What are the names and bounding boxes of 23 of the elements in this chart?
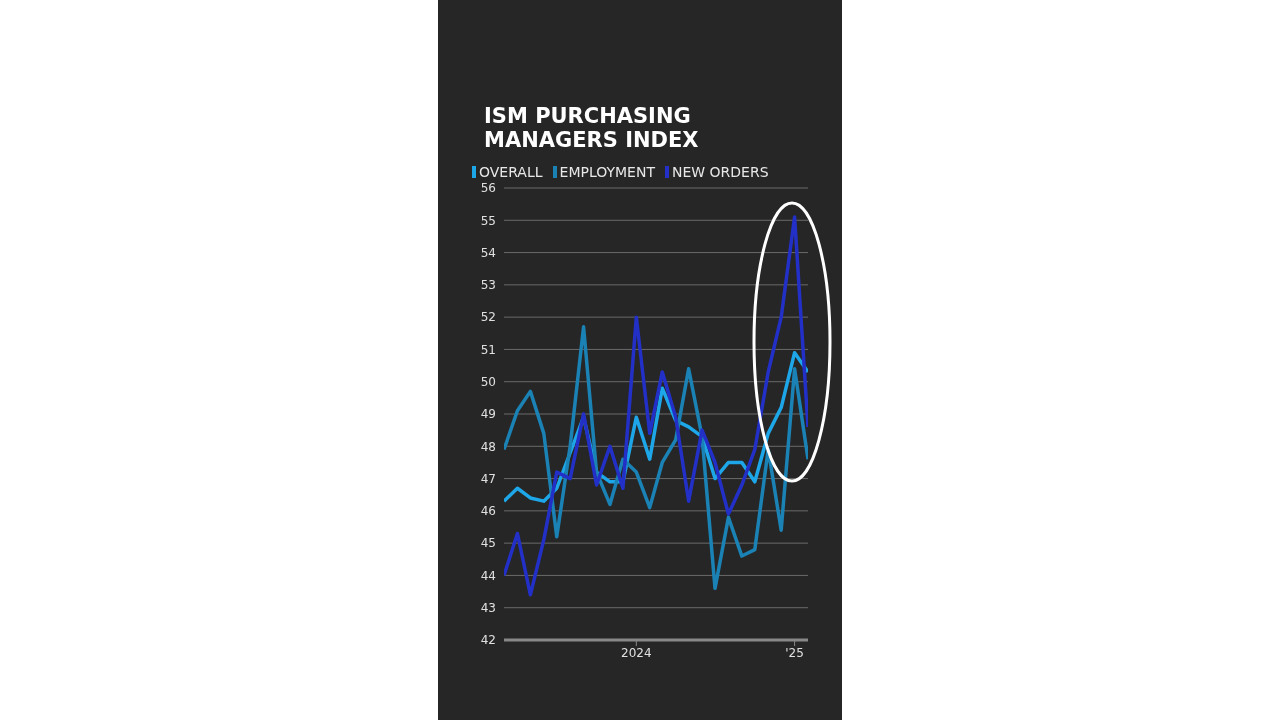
y-tick-label: 47 [480, 471, 496, 486]
y-tick-label: 44 [480, 568, 496, 583]
y-tick-label: 48 [480, 439, 496, 454]
y-tick-label: 51 [480, 342, 496, 357]
y-tick-label: 49 [480, 407, 496, 422]
y-tick-label: 52 [480, 310, 496, 325]
line-series [504, 325, 808, 591]
y-tick-label: 55 [480, 213, 496, 228]
y-tick-label: 54 [480, 245, 496, 260]
y-tick-label: 53 [480, 278, 496, 293]
y-tick-label: 45 [480, 536, 496, 551]
legend-label: NEW ORDERS [671, 164, 769, 180]
legend-label: OVERALL [478, 164, 543, 180]
y-tick-label: 43 [480, 600, 496, 615]
y-tick-label: 50 [480, 374, 496, 389]
chart-title: ISM PURCHASING MANAGERS INDEX [484, 104, 700, 152]
line-series [504, 215, 808, 597]
legend-label: EMPLOYMENT [558, 164, 655, 180]
y-tick-label: 42 [480, 633, 496, 648]
y-tick-label: 46 [480, 504, 496, 519]
x-tick-label: 2024 [621, 645, 652, 660]
y-tick-label: 56 [480, 181, 496, 196]
x-tick-label: '25 [785, 645, 804, 660]
